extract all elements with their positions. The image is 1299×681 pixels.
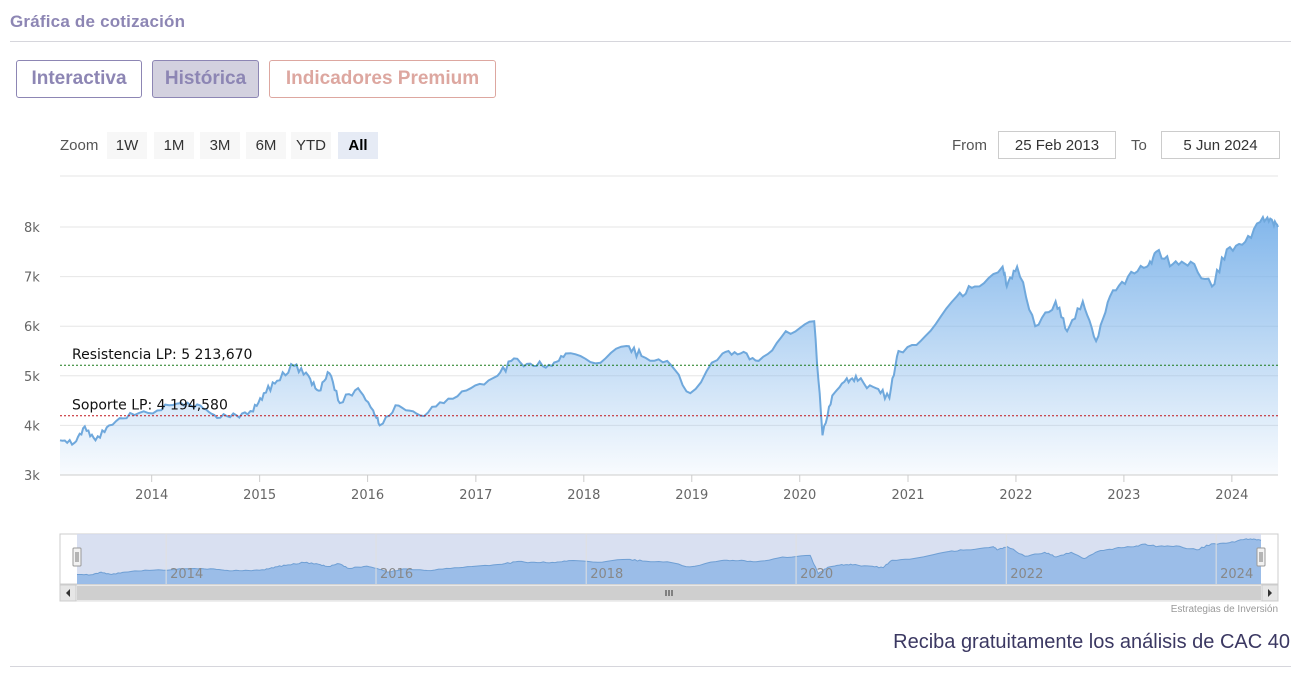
navigator-scrollbar[interactable] [59, 584, 1279, 602]
tab-historica[interactable]: Histórica [152, 60, 259, 98]
navigator-tick-label: 2020 [800, 567, 833, 582]
x-tick-label: 2024 [1215, 488, 1248, 503]
y-tick-label: 6k [24, 320, 40, 335]
zoom-1w-button[interactable]: 1W [107, 132, 147, 159]
y-tick-label: 5k [24, 370, 40, 385]
y-tick-label: 8k [24, 221, 40, 236]
from-label: From [952, 137, 987, 154]
navigator-series-line [77, 538, 1262, 576]
main-series [59, 214, 1279, 475]
to-label: To [1131, 137, 1147, 154]
navigator-right-handle[interactable] [1256, 547, 1266, 567]
title-divider [10, 41, 1291, 42]
navigator-tick-label: 2024 [1220, 567, 1253, 582]
y-tick-label: 4k [24, 419, 40, 434]
tab-indicadores-premium[interactable]: Indicadores Premium [269, 60, 496, 98]
zoom-ytd-button[interactable]: YTD [291, 132, 331, 159]
navigator-left-handle[interactable] [72, 547, 82, 567]
x-tick-label: 2020 [783, 488, 816, 503]
x-tick-label: 2016 [351, 488, 384, 503]
cta-link[interactable]: Reciba gratuitamente los análisis de CAC… [893, 631, 1290, 653]
y-tick-label: 7k [24, 271, 40, 286]
navigator[interactable]: 2014 2016 2018 2020 2022 2024 [59, 533, 1279, 602]
x-tick-label: 2022 [999, 488, 1032, 503]
navigator-tick-label: 2022 [1010, 567, 1043, 582]
resistance-label: Resistencia LP: 5 213,670 [72, 347, 252, 363]
zoom-1m-button[interactable]: 1M [154, 132, 194, 159]
credits[interactable]: Estrategias de Inversión [1170, 604, 1278, 615]
annotations: Resistencia LP: 5 213,670 Soporte LP: 4 1… [60, 347, 1278, 417]
x-tick-label: 2021 [891, 488, 924, 503]
x-tick-label: 2023 [1107, 488, 1140, 503]
zoom-3m-button[interactable]: 3M [200, 132, 240, 159]
tab-interactiva[interactable]: Interactiva [16, 60, 142, 98]
axes: 3k 4k 5k 6k 7k 8k 2014 2015 2016 2017 2018 2019 2020… [24, 221, 1278, 503]
from-date-input[interactable] [998, 131, 1116, 159]
series-area [60, 217, 1278, 475]
navigator-tick-label: 2014 [170, 567, 203, 582]
arrow-right-icon [1268, 589, 1272, 597]
y-tick-label: 3k [24, 469, 40, 484]
to-date-input[interactable] [1161, 131, 1280, 159]
series-line [59, 214, 1279, 447]
zoom-all-button[interactable]: All [338, 132, 378, 159]
zoom-label: Zoom [60, 137, 99, 154]
zoom-6m-button[interactable]: 6M [246, 132, 286, 159]
x-tick-label: 2015 [243, 488, 276, 503]
section-title: Gráfica de cotización [10, 12, 186, 31]
navigator-tick-label: 2016 [380, 567, 413, 582]
bottom-divider [10, 666, 1291, 667]
x-tick-label: 2017 [459, 488, 492, 503]
x-tick-label: 2019 [675, 488, 708, 503]
x-tick-label: 2014 [135, 488, 168, 503]
support-label: Soporte LP: 4 194,580 [72, 398, 228, 414]
navigator-tick-label: 2018 [590, 567, 623, 582]
x-tick-label: 2018 [567, 488, 600, 503]
arrow-left-icon [66, 589, 70, 597]
